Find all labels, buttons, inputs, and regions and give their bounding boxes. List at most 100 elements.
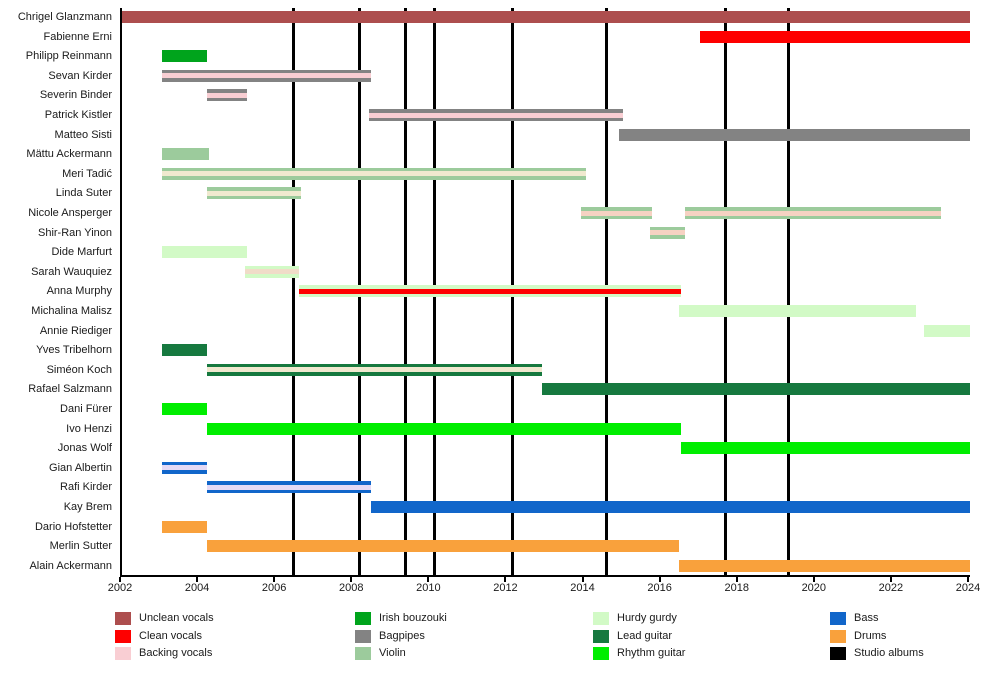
legend-swatch-bagpipes <box>355 629 371 643</box>
legend-swatch-hurdy_gurdy <box>593 612 609 625</box>
role-stripe-lead_guitar <box>206 372 543 376</box>
member-label: Mättu Ackermann <box>26 148 112 161</box>
timeline-bar <box>368 109 624 121</box>
timeline-bar <box>122 11 970 23</box>
role-stripe-stripe_lavender <box>162 465 207 471</box>
role-stripe-backing_vocals <box>162 73 371 79</box>
member-label: Chrigel Glanzmann <box>17 11 112 23</box>
role-stripe-violin <box>684 215 942 219</box>
member-label: Siméon Koch <box>46 363 112 376</box>
role-stripe-violin <box>162 167 587 172</box>
studio-album-line <box>724 8 728 575</box>
member-label: Gian Albertin <box>49 461 112 474</box>
legend-label: Rhythm guitar <box>617 647 686 659</box>
legend-swatch-clean_vocals <box>115 629 131 643</box>
legend-label: Irish bouzouki <box>379 612 447 624</box>
timeline-bar <box>542 383 970 396</box>
member-label: Annie Riediger <box>39 324 112 337</box>
timeline-bar <box>162 50 207 63</box>
timeline-bar <box>206 422 681 435</box>
axis-tick-label: 2014 <box>570 582 595 594</box>
role-stripe-bass <box>162 461 207 466</box>
member-label: Matteo Sisti <box>54 128 112 141</box>
member-label: Patrick Kistler <box>44 109 112 121</box>
axis-tick <box>350 577 353 582</box>
role-stripe-hurdy_gurdy <box>245 265 300 270</box>
role-stripe-drums <box>206 540 679 553</box>
role-stripe-bass <box>370 501 970 513</box>
role-stripe-bagpipes <box>162 78 371 82</box>
member-label: Rafael Salzmann <box>28 383 112 396</box>
axis-tick-label: 2016 <box>647 582 672 594</box>
timeline-bar <box>206 481 371 494</box>
timeline-bar <box>162 148 209 161</box>
legend-swatch-lead_guitar <box>593 629 609 643</box>
role-stripe-bagpipes <box>162 69 371 74</box>
axis-tick-label: 2010 <box>416 582 441 594</box>
axis-tick <box>658 577 661 582</box>
axis-tick <box>812 577 815 582</box>
timeline-bar <box>299 285 681 298</box>
role-stripe-violin <box>206 187 302 191</box>
timeline-bar <box>162 167 587 180</box>
axis-tick-label: 2022 <box>878 582 904 594</box>
role-stripe-hurdy_gurdy <box>678 305 917 317</box>
role-stripe-hurdy_gurdy <box>299 293 681 298</box>
axis-tick <box>581 577 584 582</box>
member-label: Anna Murphy <box>46 285 112 298</box>
timeline-bar <box>678 305 917 317</box>
legend-swatch-bass <box>830 612 846 625</box>
timeline-bar <box>680 442 970 455</box>
role-stripe-violin <box>650 226 685 231</box>
member-label: Sarah Wauquiez <box>31 265 112 278</box>
member-label: Rafi Kirder <box>60 481 112 494</box>
axis-tick <box>504 577 507 582</box>
role-stripe-hurdy_gurdy <box>162 246 248 259</box>
role-stripe-violin <box>580 215 652 219</box>
studio-album-line <box>292 8 296 575</box>
member-label: Merlin Sutter <box>49 540 112 553</box>
role-stripe-stripe_cream <box>206 190 302 196</box>
role-stripe-backing_vocals <box>368 112 624 118</box>
timeline-bar <box>162 461 207 474</box>
member-label: Severin Binder <box>39 89 112 102</box>
axis-tick-label: 2020 <box>801 582 827 594</box>
member-label: Michalina Malisz <box>31 305 112 317</box>
timeline-bar <box>206 363 543 376</box>
axis-tick-label: 2006 <box>261 582 287 594</box>
role-stripe-bass <box>206 489 371 494</box>
member-label: Ivo Henzi <box>66 422 112 435</box>
role-stripe-stripe_peach <box>684 210 942 216</box>
timeline-bar <box>206 89 248 102</box>
member-label: Dide Marfurt <box>51 246 112 259</box>
member-label: Nicole Ansperger <box>28 207 112 219</box>
legend-swatch-violin <box>355 647 371 660</box>
timeline-bar <box>206 187 302 200</box>
legend-swatch-backing_vocals <box>115 647 131 660</box>
role-stripe-violin <box>650 235 685 239</box>
legend-label: Studio albums <box>854 647 924 659</box>
role-stripe-stripe_cream <box>206 367 543 373</box>
role-stripe-rhythm_guitar <box>206 422 681 435</box>
timeline-bar <box>206 540 679 553</box>
member-label: Sevan Kirder <box>48 69 112 82</box>
role-stripe-lead_guitar <box>162 344 207 357</box>
role-stripe-rhythm_guitar <box>680 442 970 455</box>
role-stripe-violin <box>206 195 302 200</box>
studio-album-line <box>786 8 790 575</box>
legend-swatch-rhythm_guitar <box>593 647 609 660</box>
role-stripe-bagpipes <box>368 117 624 121</box>
axis-tick <box>119 577 121 582</box>
axis-tick <box>735 577 738 582</box>
member-label: Shir-Ran Yinon <box>38 226 112 239</box>
timeline-plot-area <box>120 8 970 577</box>
role-stripe-drums <box>162 520 207 533</box>
timeline-bar <box>678 559 970 572</box>
member-label: Linda Suter <box>55 187 112 200</box>
role-stripe-lead_guitar <box>542 383 970 396</box>
role-stripe-bagpipes <box>619 128 970 141</box>
axis-tick-label: 2002 <box>107 582 133 594</box>
role-stripe-stripe_peach <box>580 210 652 216</box>
axis-tick-label: 2008 <box>339 582 364 594</box>
role-stripe-bass <box>206 481 371 485</box>
